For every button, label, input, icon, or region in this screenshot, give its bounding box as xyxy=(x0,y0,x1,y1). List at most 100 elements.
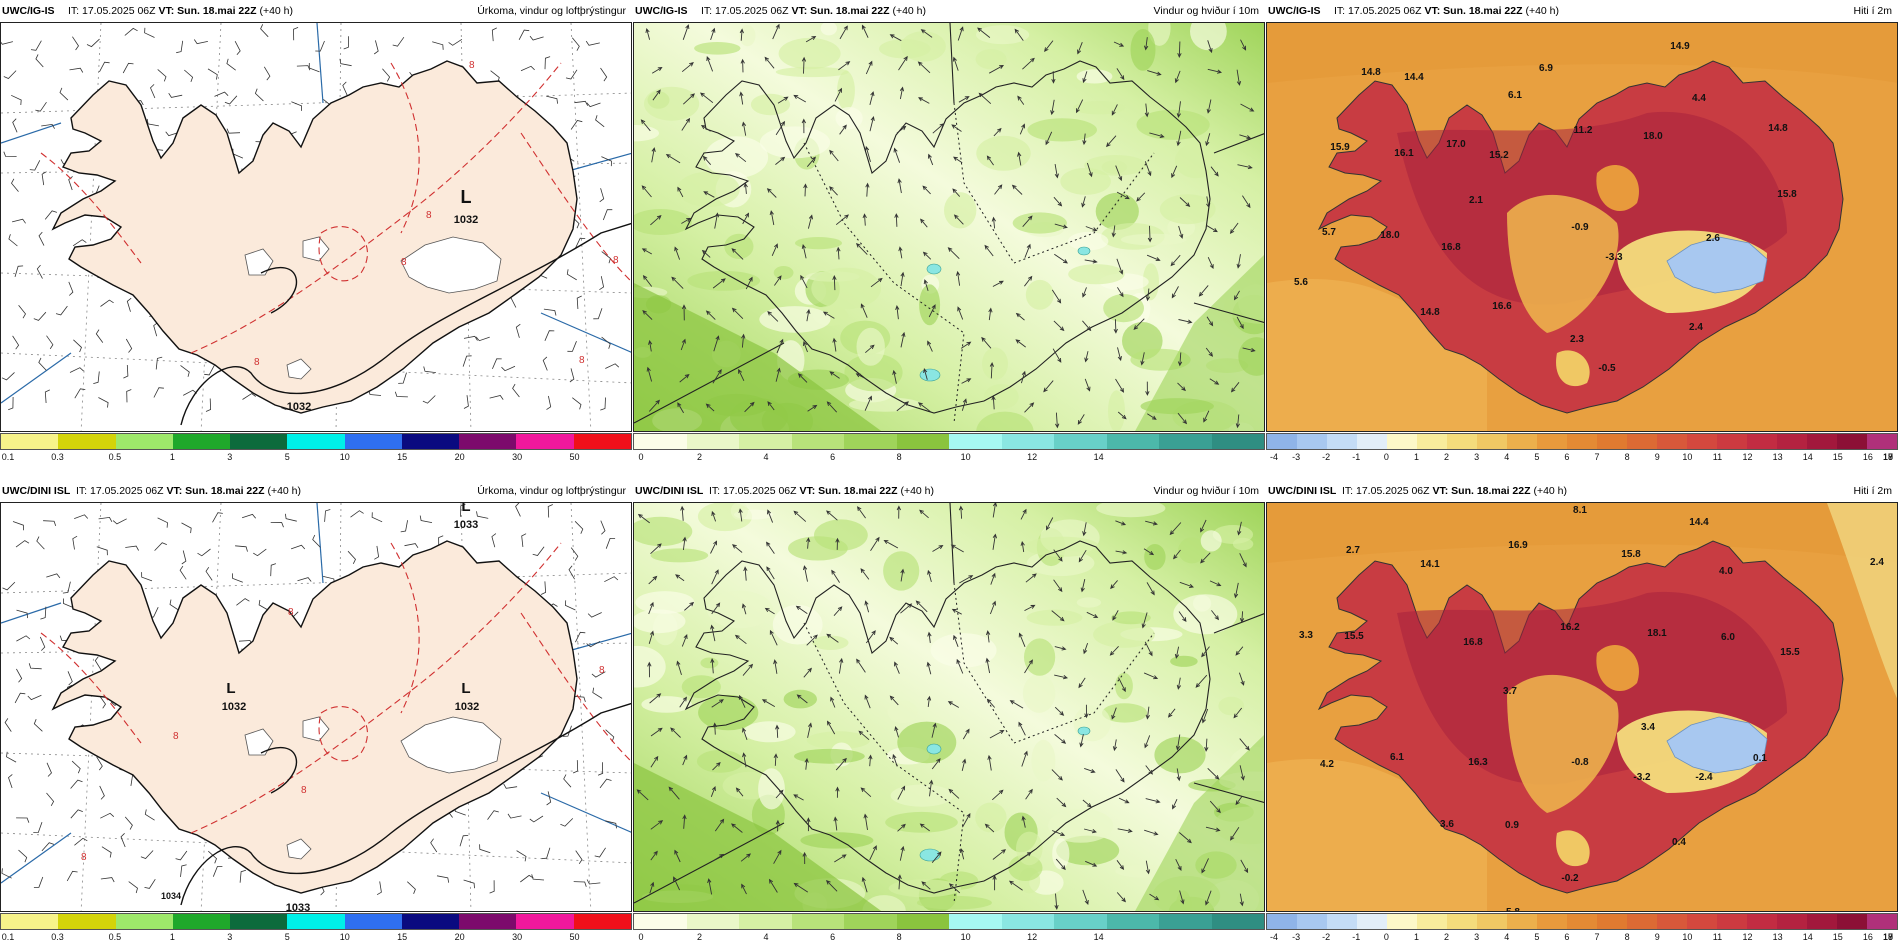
wind-barb xyxy=(520,65,535,72)
legend-tick-label: 2 xyxy=(697,932,703,942)
wind-arrow xyxy=(1082,320,1092,332)
map-view[interactable] xyxy=(633,502,1265,912)
wind-arrow xyxy=(1046,517,1054,531)
wind-arrow xyxy=(832,275,837,291)
iceland-coastline xyxy=(51,60,578,414)
wind-barb xyxy=(144,27,155,38)
wind-arrow xyxy=(682,24,690,40)
wind-arrow xyxy=(1176,677,1182,690)
wind-barb xyxy=(46,573,61,579)
wind-barb xyxy=(68,281,74,296)
wind-barb xyxy=(15,540,30,548)
wind-arrow xyxy=(1053,549,1063,562)
legend-swatch xyxy=(1507,434,1537,449)
wind-arrow xyxy=(991,789,1004,801)
wind-arrow xyxy=(738,368,745,381)
highland xyxy=(1556,830,1590,867)
wind-arrow xyxy=(951,608,962,615)
wind-arrow xyxy=(670,727,681,738)
wind-arrow xyxy=(860,303,868,318)
legend-tick-label: 13 xyxy=(1772,452,1783,462)
wind-arrow xyxy=(712,722,717,735)
wind-arrow xyxy=(806,817,811,832)
legend-tick-label: 0.1 xyxy=(1,932,15,942)
legend-swatch xyxy=(1777,914,1807,929)
legend-tick-label: 0 xyxy=(1383,932,1389,942)
wind-arrow xyxy=(1211,610,1220,621)
wind-barb xyxy=(8,396,14,411)
wind-arrow xyxy=(861,24,869,38)
wind-arrow xyxy=(734,153,747,163)
wind-barb xyxy=(258,599,269,611)
legend-swatch xyxy=(1267,914,1297,929)
map-view[interactable] xyxy=(633,22,1265,432)
wind-arrow xyxy=(674,849,681,863)
map-view[interactable]: 14.8 14.4 15.9 16.1 17.0 15.2 6.1 6.9 11.2 18.0 14… xyxy=(1266,22,1898,432)
wind-arrow xyxy=(1144,735,1151,749)
wind-arrow xyxy=(991,216,996,229)
temp-value: 3.7 xyxy=(1503,686,1517,697)
temp-value: 18.1 xyxy=(1647,628,1667,639)
wind-arrow xyxy=(987,754,992,771)
legend-swatch xyxy=(1357,434,1387,449)
field-title: Úrkoma, vindur og loftþrýstingur xyxy=(477,5,626,17)
wind-barb xyxy=(270,563,277,577)
isobars xyxy=(180,222,631,426)
temp-value: 14.8 xyxy=(1361,67,1381,78)
temp-value: 16.8 xyxy=(1441,242,1461,253)
color-legend: 0.1 0.3 0.5 1 3 5 10 15 20 30 50 xyxy=(0,913,632,943)
map-view[interactable]: 8.1 14.4 2.7 14.1 16.9 15.8 4.0 2.4 3.3 15.5 16.8 1… xyxy=(1266,502,1898,912)
wind-arrow xyxy=(1078,549,1087,563)
wind-arrow xyxy=(1024,275,1033,287)
contour-label: 8 xyxy=(173,731,179,742)
wind-arrow xyxy=(682,93,695,105)
wind-barb xyxy=(69,367,84,373)
contour-label: 8 xyxy=(301,785,307,796)
wind-arrow xyxy=(699,92,714,104)
wind-barb xyxy=(181,550,187,565)
legend-tick-label: 10 xyxy=(1682,932,1693,942)
map-view[interactable]: L 1032 1032 8 8 8 8 8 8 xyxy=(0,22,632,432)
legend-swatch xyxy=(1657,914,1687,929)
map-view[interactable]: L 1033 L 1032 L 1032 1033 1034 8 8 8 8 8 xyxy=(0,502,632,912)
wind-barb xyxy=(564,600,576,611)
wind-arrow xyxy=(1176,130,1182,147)
wind-barb xyxy=(592,687,603,699)
legend-tick-label: 5 xyxy=(284,932,290,942)
legend-tick-label: 11 xyxy=(1712,932,1723,942)
wind-barb xyxy=(74,514,89,519)
temp-value: 0.9 xyxy=(1505,820,1519,831)
field-title: Úrkoma, vindur og loftþrýstingur xyxy=(477,485,626,497)
legend-ticks: 0 2 4 6 8 10 12 14 xyxy=(633,452,1265,464)
wind-arrow xyxy=(869,91,875,106)
wind-arrow xyxy=(1144,829,1159,836)
wind-arrow xyxy=(1113,41,1125,47)
wind-arrow xyxy=(1117,287,1124,298)
wind-barb xyxy=(241,513,257,519)
wind-arrow xyxy=(741,603,747,615)
wind-arrow xyxy=(922,251,932,260)
wind-arrow xyxy=(801,243,807,259)
temp-value: 16.2 xyxy=(1560,622,1580,633)
wind-arrow xyxy=(926,661,932,675)
wind-arrow xyxy=(992,533,998,550)
legend-tick-label: 50 xyxy=(569,452,580,462)
wind-arrow xyxy=(1201,646,1210,658)
legend-swatch xyxy=(1747,434,1777,449)
wind-arrow xyxy=(1204,738,1209,752)
wind-barb xyxy=(576,295,582,310)
wind-arrow xyxy=(680,338,686,351)
wind-arrow xyxy=(742,752,747,768)
wind-arrow xyxy=(684,601,695,611)
wind-arrow xyxy=(1209,580,1222,587)
legend-tick-label: 1 xyxy=(1413,932,1419,942)
wind-arrow xyxy=(992,280,1004,287)
legend-tick-label: 19 xyxy=(1882,932,1894,942)
wind-arrow xyxy=(826,633,839,643)
wind-arrow xyxy=(703,191,715,198)
legend-swatch xyxy=(1477,914,1507,929)
wind-barb xyxy=(392,36,405,47)
wind-arrow xyxy=(767,401,775,411)
wind-arrow xyxy=(1020,370,1026,384)
pressure-label: 1033 xyxy=(454,519,478,531)
